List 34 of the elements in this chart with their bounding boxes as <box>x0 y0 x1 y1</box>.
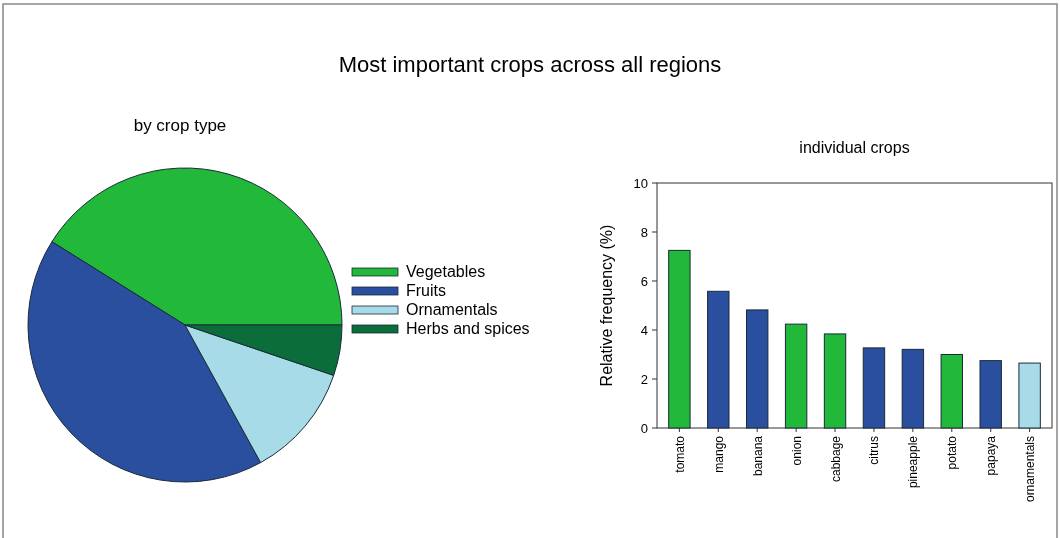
legend-label: Fruits <box>406 282 446 299</box>
y-tick-label: 4 <box>640 322 648 338</box>
x-tick-label: onion <box>789 436 804 466</box>
x-tick-label: banana <box>750 435 765 477</box>
legend-label: Vegetables <box>406 263 486 280</box>
y-tick-label: 2 <box>640 371 648 387</box>
chart-subtitle: by crop type <box>133 116 227 135</box>
bar <box>668 249 691 429</box>
bar <box>901 348 925 429</box>
x-tick-label: potato <box>945 435 960 470</box>
y-axis-title: Relative frequency (%) <box>598 224 615 387</box>
legend-label: Ornamentals <box>406 301 498 318</box>
legend-label: Herbs and spices <box>406 320 530 337</box>
bar <box>707 290 730 429</box>
x-tick-label: ornamentals <box>1023 436 1038 503</box>
x-tick-label: pineapple <box>906 435 921 489</box>
bar <box>784 323 808 429</box>
y-tick-label: 8 <box>640 224 648 240</box>
chart-title: Most important crops across all regions <box>338 52 722 77</box>
x-tick-label: mango <box>711 435 726 473</box>
x-tick-label: papaya <box>984 435 999 476</box>
x-tick-label: tomato <box>672 435 687 473</box>
bar <box>1018 362 1041 429</box>
bar <box>823 333 847 429</box>
bar <box>862 347 886 429</box>
y-tick-label: 10 <box>633 175 648 191</box>
x-tick-label: citrus <box>867 436 882 465</box>
bar <box>979 360 1002 429</box>
bar <box>940 354 963 429</box>
bar <box>746 309 769 429</box>
y-tick-label: 0 <box>640 420 648 436</box>
y-tick-label: 6 <box>640 273 648 289</box>
chart-title: individual crops <box>799 139 910 156</box>
x-tick-label: cabbage <box>828 435 843 483</box>
